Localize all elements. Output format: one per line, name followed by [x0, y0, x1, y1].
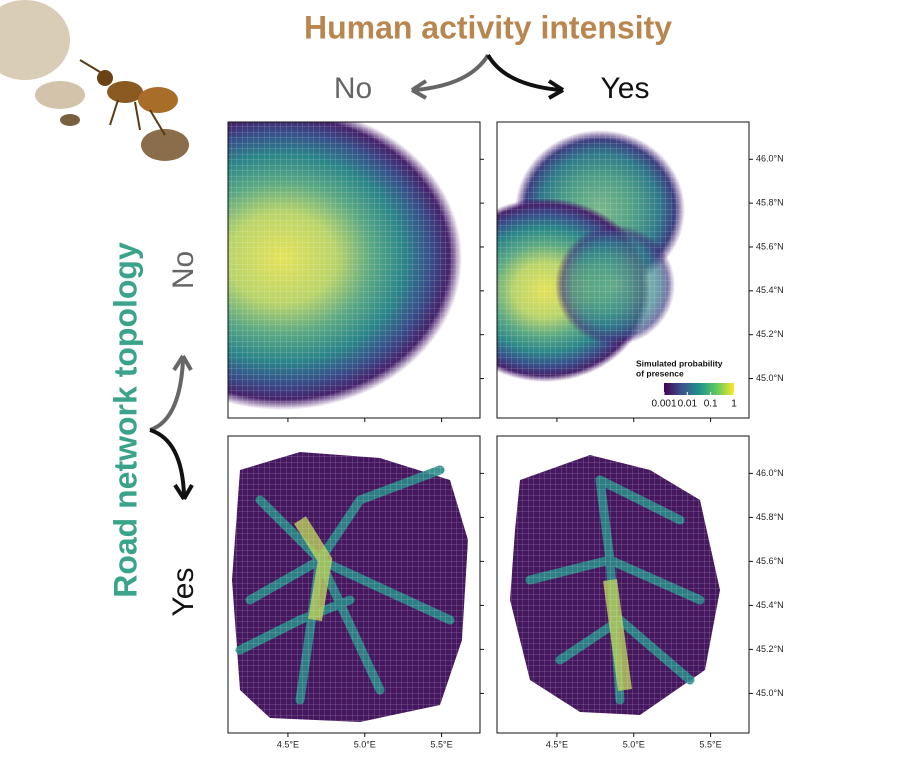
column-title: Human activity intensity — [304, 9, 672, 45]
x-tick-label: 5.5°E — [431, 739, 453, 749]
legend-title: Simulated probability — [636, 358, 723, 368]
colorbar-label: 0.001 — [651, 399, 676, 410]
x-tick-label: 5.0°E — [623, 739, 645, 749]
y-tick-label: 45.2°N — [756, 329, 784, 339]
y-tick-label: 46.0°N — [756, 468, 784, 478]
row-label: No — [167, 251, 200, 289]
photo — [0, 0, 189, 161]
arrow-head — [173, 483, 194, 501]
arrow-head — [547, 79, 565, 100]
arrow — [149, 359, 185, 432]
y-tick-label: 45.0°N — [756, 688, 784, 698]
x-tick-label: 5.0°E — [354, 739, 376, 749]
colorbar-label: 1 — [731, 399, 737, 410]
y-tick-label: 45.2°N — [756, 644, 784, 654]
arrow-head — [172, 354, 193, 372]
panel-frame — [227, 435, 481, 734]
row-title: Road network topology — [107, 242, 143, 598]
y-tick-label: 45.4°N — [756, 600, 784, 610]
y-tick-label: 45.8°N — [756, 512, 784, 522]
x-tick-label: 5.5°E — [700, 739, 722, 749]
arrow — [486, 53, 561, 92]
arrow — [149, 428, 186, 496]
map-panel — [228, 122, 480, 418]
colorbar — [664, 383, 734, 395]
column-label: Yes — [601, 72, 650, 105]
panel-frame — [496, 121, 750, 419]
arrow — [414, 53, 490, 92]
column-label: No — [334, 72, 372, 105]
y-tick-label: 45.6°N — [756, 556, 784, 566]
arrow-head — [410, 79, 428, 100]
row-label: Yes — [167, 568, 200, 617]
x-tick-label: 4.5°E — [277, 739, 299, 749]
legend-title: of presence — [636, 368, 684, 378]
y-tick-label: 45.6°N — [756, 241, 784, 251]
colorbar-label: 0.01 — [678, 399, 698, 410]
colorbar-label: 0.1 — [704, 399, 718, 410]
legend: Simulated probability of presence — [632, 356, 746, 414]
y-tick-label: 45.8°N — [756, 198, 784, 208]
map-panel — [497, 436, 749, 733]
y-tick-label: 46.0°N — [756, 154, 784, 164]
panel-frame — [227, 121, 481, 419]
map-panel — [228, 436, 480, 733]
y-tick-label: 45.4°N — [756, 285, 784, 295]
x-tick-label: 4.5°E — [546, 739, 568, 749]
panel-frame — [496, 435, 750, 734]
map-panel — [497, 122, 749, 418]
y-tick-label: 45.0°N — [756, 373, 784, 383]
